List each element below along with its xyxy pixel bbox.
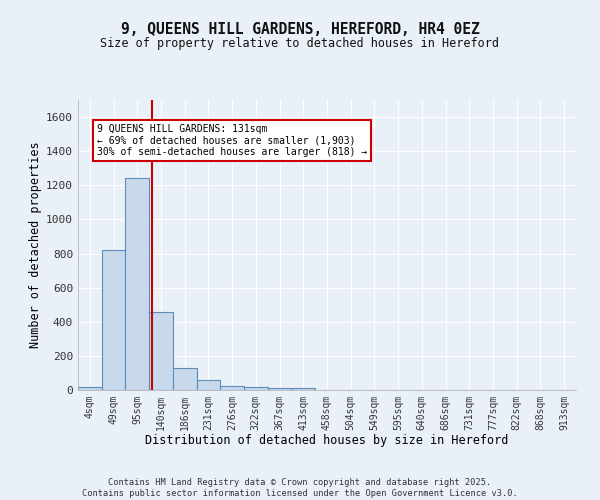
Bar [102,250,125,390]
Bar [173,368,197,390]
Bar [268,388,292,390]
X-axis label: Distribution of detached houses by size in Hereford: Distribution of detached houses by size … [145,434,509,448]
Bar [78,386,102,390]
Bar [220,386,244,390]
Bar [244,388,268,390]
Bar [292,388,315,390]
Y-axis label: Number of detached properties: Number of detached properties [29,142,42,348]
Text: Size of property relative to detached houses in Hereford: Size of property relative to detached ho… [101,38,499,51]
Text: Contains HM Land Registry data © Crown copyright and database right 2025.
Contai: Contains HM Land Registry data © Crown c… [82,478,518,498]
Text: 9, QUEENS HILL GARDENS, HEREFORD, HR4 0EZ: 9, QUEENS HILL GARDENS, HEREFORD, HR4 0E… [121,22,479,38]
Bar [149,312,173,390]
Bar [197,380,220,390]
Text: 9 QUEENS HILL GARDENS: 131sqm
← 69% of detached houses are smaller (1,903)
30% o: 9 QUEENS HILL GARDENS: 131sqm ← 69% of d… [97,124,367,157]
Bar [125,178,149,390]
